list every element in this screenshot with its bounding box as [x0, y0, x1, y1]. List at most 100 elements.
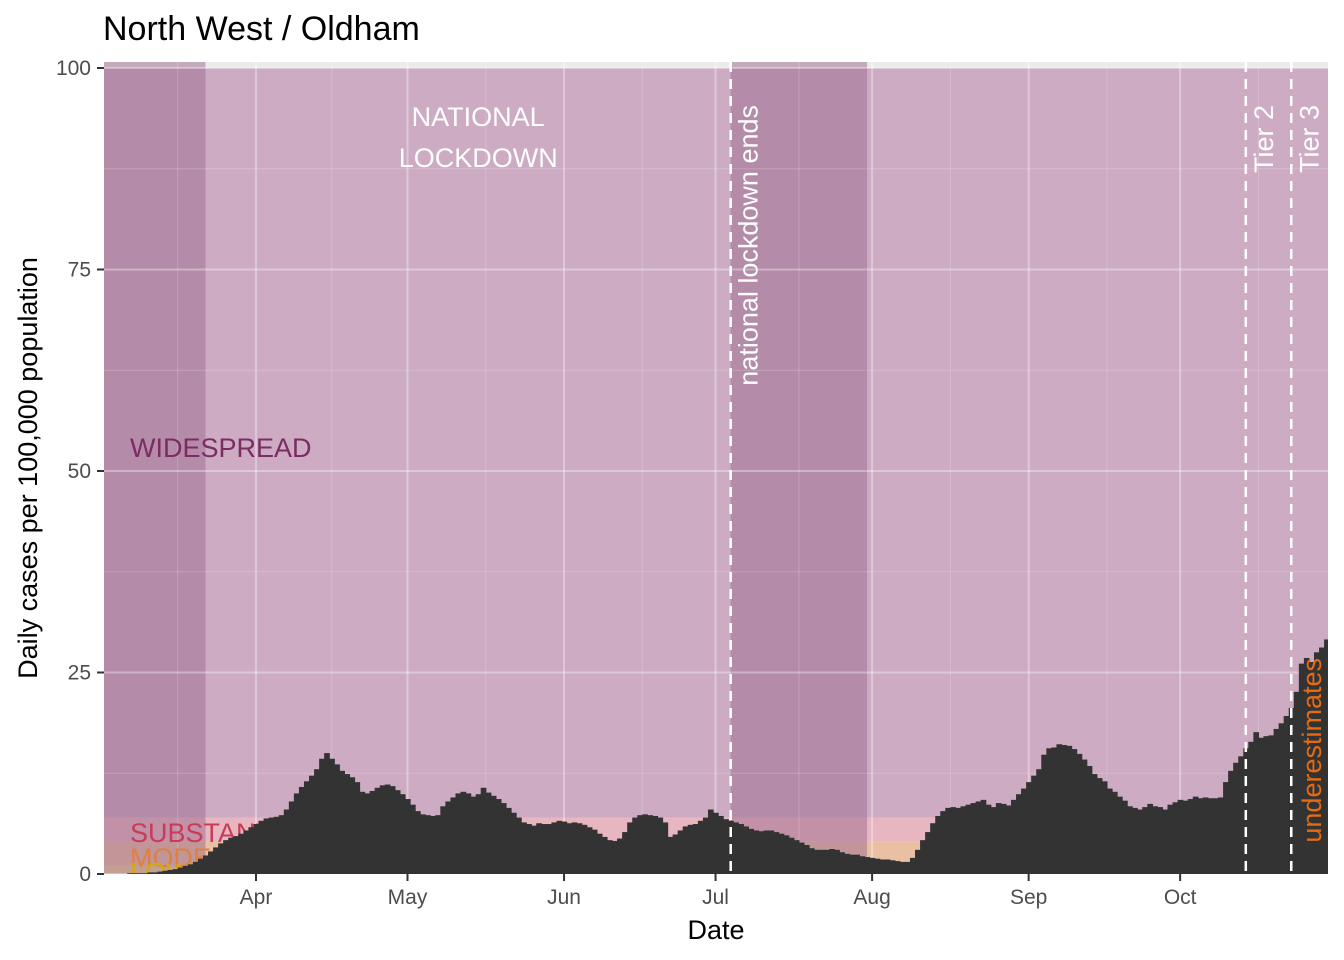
bar	[1061, 745, 1068, 874]
bar	[1172, 802, 1179, 874]
bar	[748, 828, 755, 874]
bar	[379, 785, 386, 874]
bar	[435, 815, 441, 874]
event-label: Tier 3	[1294, 105, 1324, 173]
bar	[410, 804, 416, 874]
bar	[819, 849, 825, 874]
y-tick-label: 75	[68, 259, 91, 282]
bar	[1324, 639, 1328, 874]
bar	[814, 849, 820, 874]
period-label-line: NATIONAL	[412, 102, 545, 132]
bar	[995, 803, 1002, 874]
bar	[445, 801, 452, 874]
bar	[1293, 691, 1300, 874]
bar	[238, 833, 244, 874]
bar	[970, 803, 977, 874]
bar	[1238, 756, 1244, 874]
bar	[1101, 781, 1108, 874]
bar	[384, 784, 391, 874]
bar	[536, 823, 542, 874]
bar	[1091, 774, 1098, 874]
bar	[339, 770, 345, 874]
bar	[157, 871, 164, 874]
bar	[551, 822, 558, 874]
bar	[985, 804, 992, 874]
bar	[859, 856, 866, 874]
bar	[228, 837, 234, 874]
bar	[899, 861, 906, 874]
event-markers: national lockdown ends Tier 2 Tier 3	[729, 62, 1324, 874]
bar	[1319, 647, 1325, 874]
bar	[1076, 753, 1083, 874]
y-axis: 0 25 50 75 100	[56, 57, 104, 886]
bar	[359, 791, 366, 874]
bar	[596, 833, 603, 874]
bar	[233, 836, 239, 874]
bar	[632, 817, 638, 874]
bar	[546, 824, 553, 874]
bar	[783, 835, 790, 874]
bar	[1228, 770, 1234, 874]
bar	[1258, 737, 1265, 874]
bar	[1233, 762, 1239, 874]
bar	[849, 854, 856, 874]
bar	[208, 851, 214, 874]
bar	[834, 849, 840, 874]
bar	[1283, 716, 1290, 874]
bar	[1142, 807, 1148, 874]
bar	[127, 873, 133, 874]
bar	[768, 830, 775, 874]
bar	[566, 823, 573, 874]
bar	[1197, 798, 1204, 874]
bar	[702, 817, 709, 874]
x-axis: Apr May Jun Jul Aug Sep Oct	[240, 874, 1197, 909]
bar	[223, 840, 229, 874]
bar	[753, 830, 760, 874]
bar	[1167, 804, 1174, 874]
bar	[541, 824, 547, 874]
bar	[945, 807, 951, 874]
bar	[1127, 806, 1133, 874]
bar	[500, 803, 507, 874]
daily-bars	[127, 629, 1335, 874]
y-tick-label: 100	[56, 57, 91, 80]
bar	[1081, 759, 1088, 874]
bar	[571, 822, 578, 874]
bar	[1248, 741, 1254, 874]
bar	[1329, 629, 1335, 874]
bar	[940, 811, 946, 874]
bar	[773, 832, 780, 874]
bar	[303, 781, 310, 874]
bar	[965, 804, 972, 874]
bar	[293, 793, 300, 874]
bar	[1288, 707, 1295, 874]
bar	[697, 820, 704, 874]
bar	[657, 817, 664, 874]
bar	[430, 815, 436, 874]
bar	[854, 854, 861, 874]
bar	[243, 830, 250, 874]
bar	[1177, 799, 1184, 874]
bar	[531, 825, 537, 874]
bar	[955, 807, 962, 874]
bar	[758, 831, 765, 874]
bar	[1202, 797, 1209, 874]
period-label-line: LOCKDOWN	[399, 143, 558, 173]
bar	[319, 758, 325, 874]
bar	[334, 764, 340, 874]
bar	[192, 861, 199, 874]
bar	[647, 815, 654, 874]
bar	[187, 864, 194, 874]
bar	[460, 791, 467, 874]
bar	[1005, 805, 1012, 874]
bar	[612, 840, 618, 874]
bar	[561, 821, 568, 874]
bar	[511, 812, 517, 874]
bar	[521, 822, 527, 874]
bar	[253, 824, 260, 874]
bar	[1137, 809, 1143, 874]
bar	[677, 830, 684, 874]
bar	[258, 820, 265, 874]
bar	[778, 833, 785, 874]
bar	[1303, 657, 1310, 874]
